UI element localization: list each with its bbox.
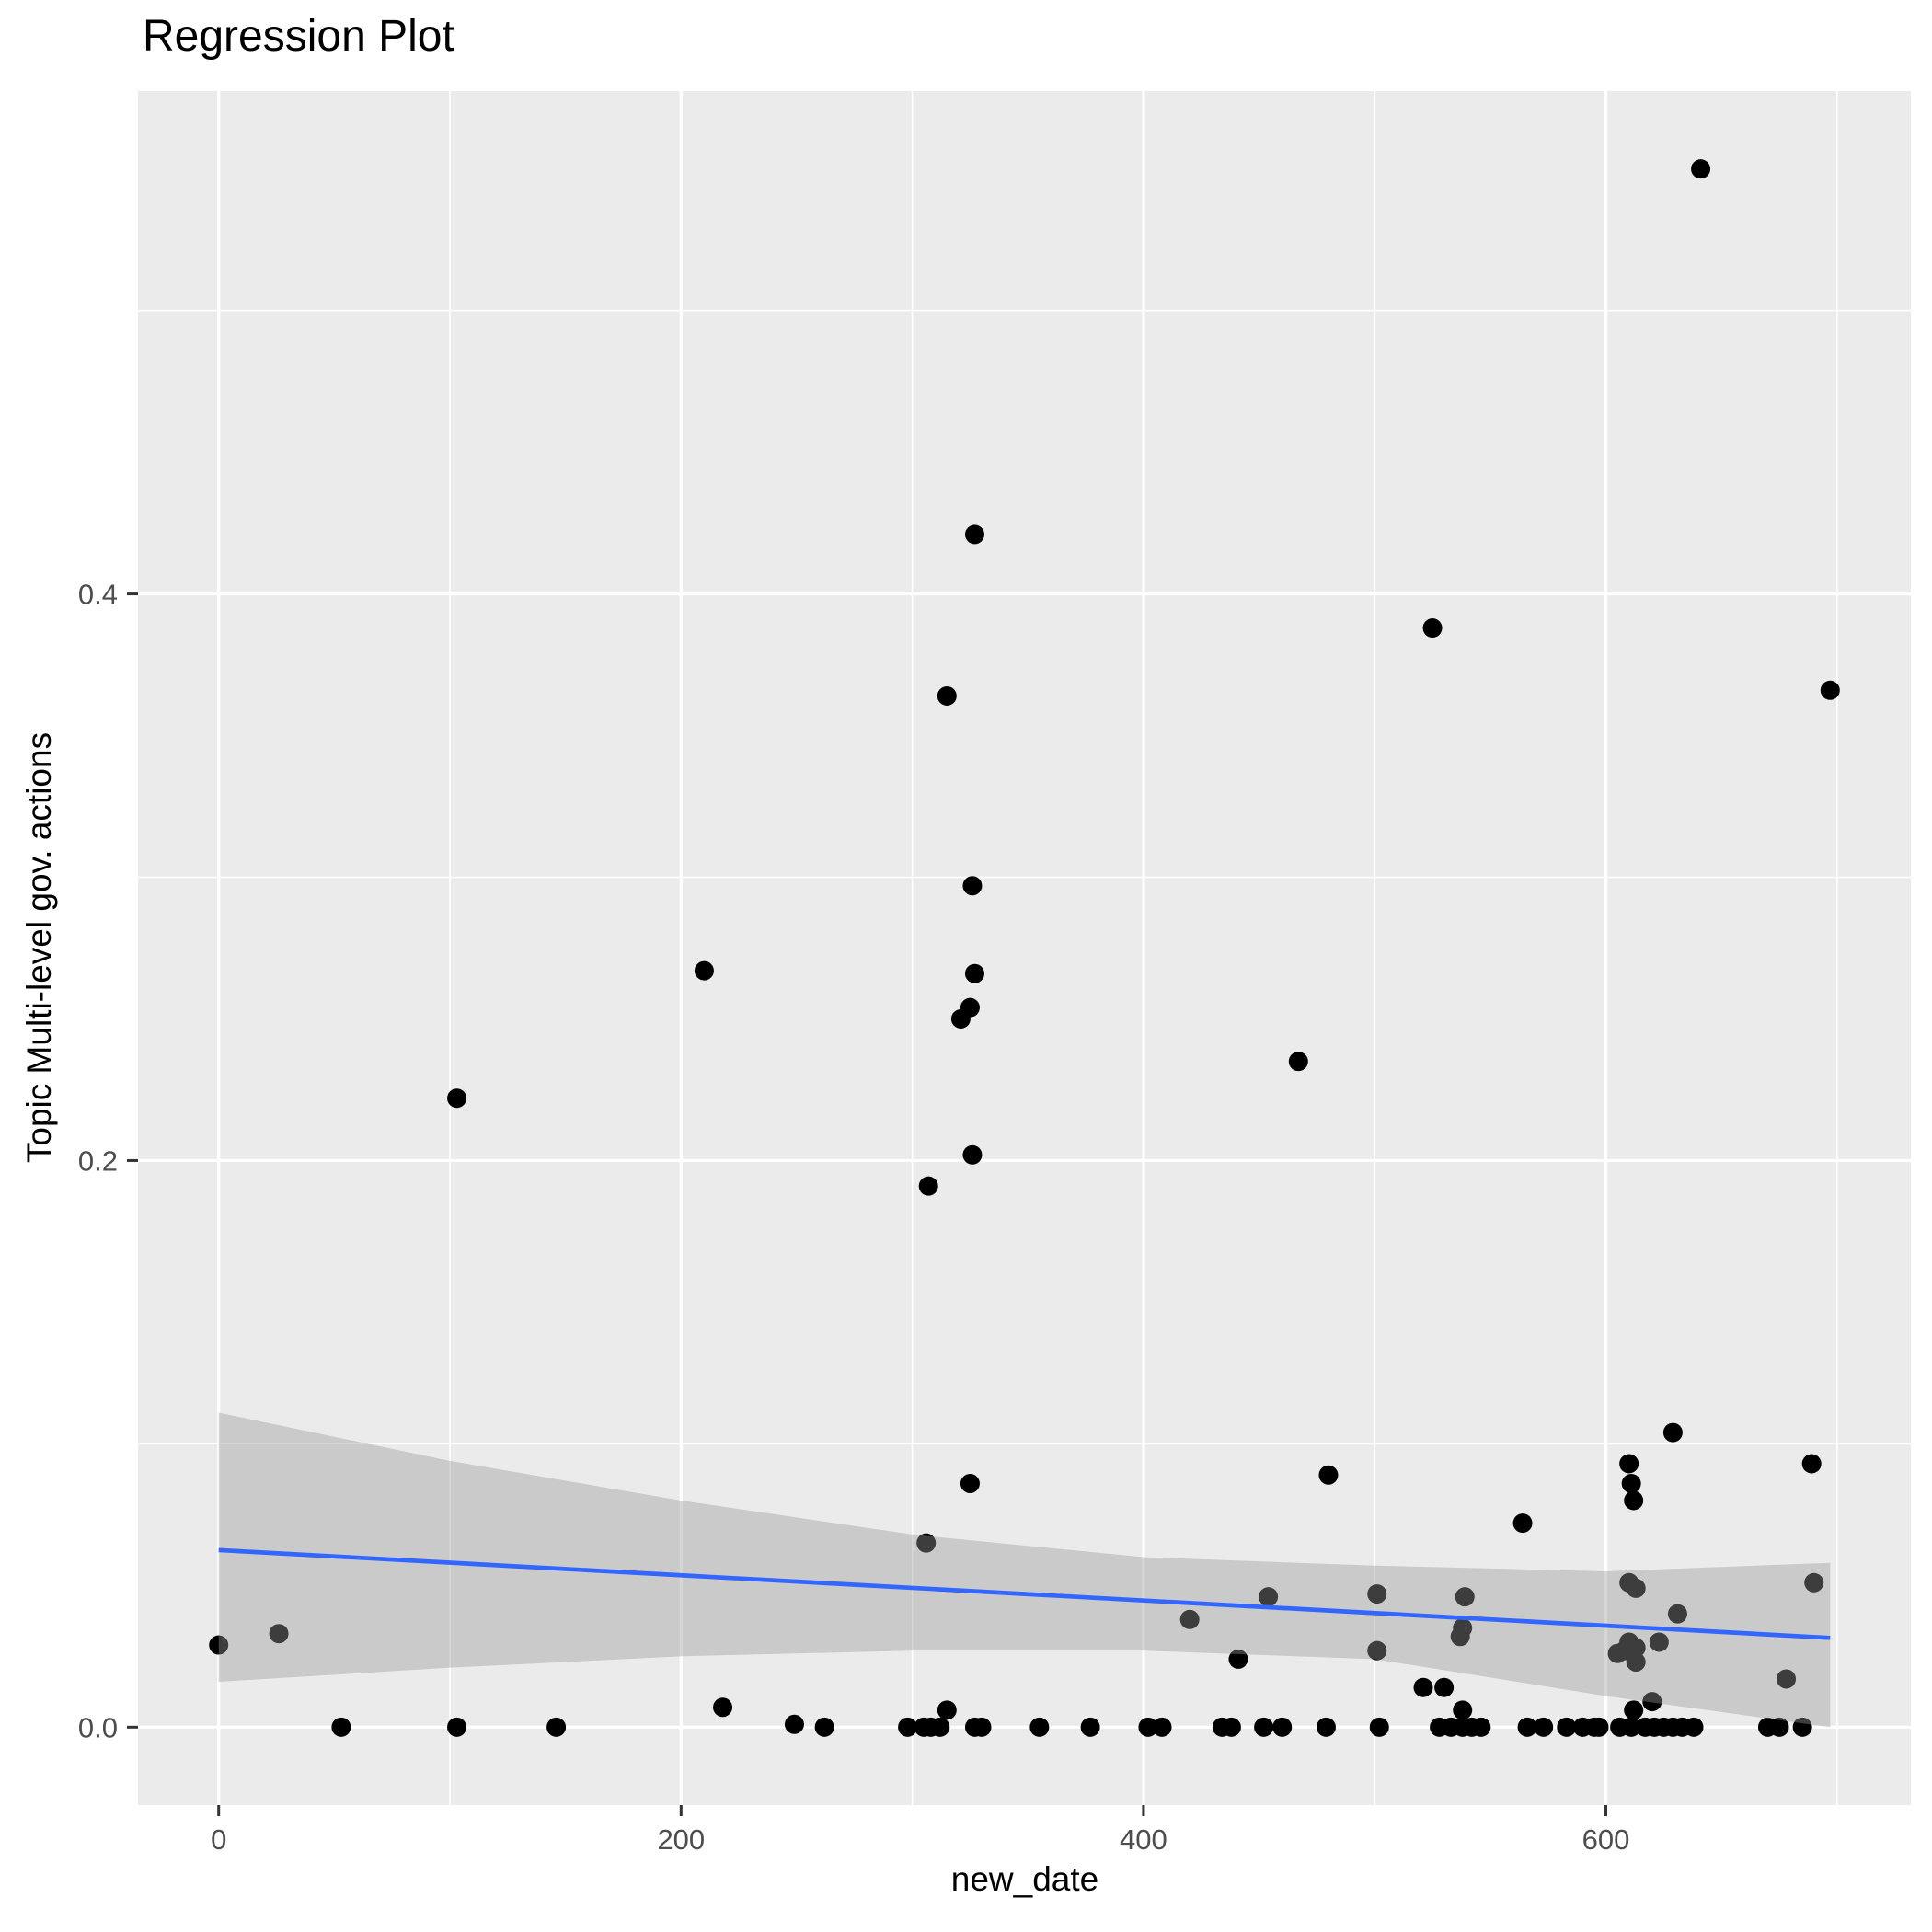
data-point — [1434, 1677, 1455, 1697]
data-point — [898, 1717, 918, 1737]
data-point — [1450, 1627, 1470, 1647]
data-point — [1367, 1640, 1387, 1661]
data-point — [1259, 1587, 1279, 1607]
data-point — [1455, 1587, 1475, 1607]
y-tick-label: 0.4 — [78, 579, 118, 611]
data-point — [1316, 1717, 1336, 1737]
data-point — [1667, 1604, 1687, 1624]
data-point — [950, 1008, 971, 1029]
data-point — [209, 1635, 229, 1655]
data-point — [1152, 1717, 1172, 1737]
data-point — [1621, 1717, 1641, 1737]
data-point — [1534, 1717, 1554, 1737]
data-point — [1619, 1454, 1639, 1474]
data-point — [1777, 1669, 1797, 1689]
data-point — [331, 1717, 351, 1737]
x-tick-label: 0 — [211, 1823, 226, 1856]
data-point — [1228, 1649, 1248, 1669]
data-point — [1820, 680, 1840, 700]
chart-title: Regression Plot — [143, 12, 454, 61]
data-point — [1792, 1717, 1812, 1737]
data-point — [930, 1717, 950, 1737]
data-point — [937, 685, 957, 706]
data-point — [972, 1717, 992, 1737]
x-tick-label: 600 — [1582, 1823, 1630, 1856]
confidence-band — [218, 1412, 1831, 1728]
data-point — [918, 1176, 938, 1196]
data-point — [916, 1533, 937, 1553]
data-point — [447, 1088, 467, 1109]
data-point — [964, 524, 984, 545]
data-point — [1413, 1677, 1433, 1697]
data-point — [1367, 1584, 1387, 1604]
regression-line — [218, 1547, 1831, 1640]
data-point — [1080, 1717, 1100, 1737]
data-point — [937, 1700, 957, 1720]
data-point — [1318, 1465, 1339, 1485]
data-point — [1517, 1717, 1537, 1737]
data-point — [964, 963, 984, 983]
x-axis-title: new_date — [950, 1860, 1099, 1898]
data-point — [546, 1717, 567, 1737]
data-point — [1662, 1422, 1683, 1443]
data-point — [960, 1473, 980, 1493]
data-point — [1621, 1473, 1641, 1493]
data-point — [1804, 1572, 1824, 1593]
data-point — [1624, 1700, 1644, 1720]
data-point — [1272, 1717, 1293, 1737]
data-point — [447, 1717, 467, 1737]
data-point — [814, 1717, 834, 1737]
y-tick-label: 0.0 — [78, 1711, 118, 1743]
data-point — [1642, 1692, 1662, 1712]
data-point — [1512, 1513, 1533, 1534]
data-point — [1557, 1717, 1577, 1737]
data-point — [1029, 1717, 1050, 1737]
x-tick-label: 200 — [657, 1823, 705, 1856]
data-point — [1453, 1700, 1473, 1720]
data-point — [784, 1714, 804, 1734]
data-point — [1769, 1717, 1789, 1737]
data-point — [1684, 1717, 1704, 1737]
data-point — [1138, 1717, 1158, 1737]
data-point — [713, 1697, 733, 1718]
data-point — [1624, 1490, 1644, 1511]
data-point — [1254, 1717, 1274, 1737]
data-point — [1801, 1454, 1822, 1474]
data-point — [694, 960, 714, 981]
data-point — [1589, 1717, 1609, 1737]
data-point — [1649, 1632, 1669, 1652]
data-point — [1221, 1717, 1241, 1737]
y-tick-label: 0.2 — [78, 1144, 118, 1177]
data-point — [1179, 1609, 1200, 1629]
data-point — [1626, 1651, 1646, 1672]
data-point — [1471, 1717, 1491, 1737]
data-point — [1369, 1717, 1389, 1737]
data-point — [962, 1144, 983, 1165]
data-point — [269, 1624, 289, 1644]
x-tick-label: 400 — [1120, 1823, 1167, 1856]
data-point — [1422, 618, 1443, 638]
data-point — [1626, 1578, 1646, 1598]
data-point — [962, 876, 983, 896]
data-point — [1288, 1052, 1308, 1072]
plot-panel — [138, 91, 1911, 1805]
data-point — [1607, 1643, 1627, 1663]
data-point — [1691, 159, 1711, 179]
